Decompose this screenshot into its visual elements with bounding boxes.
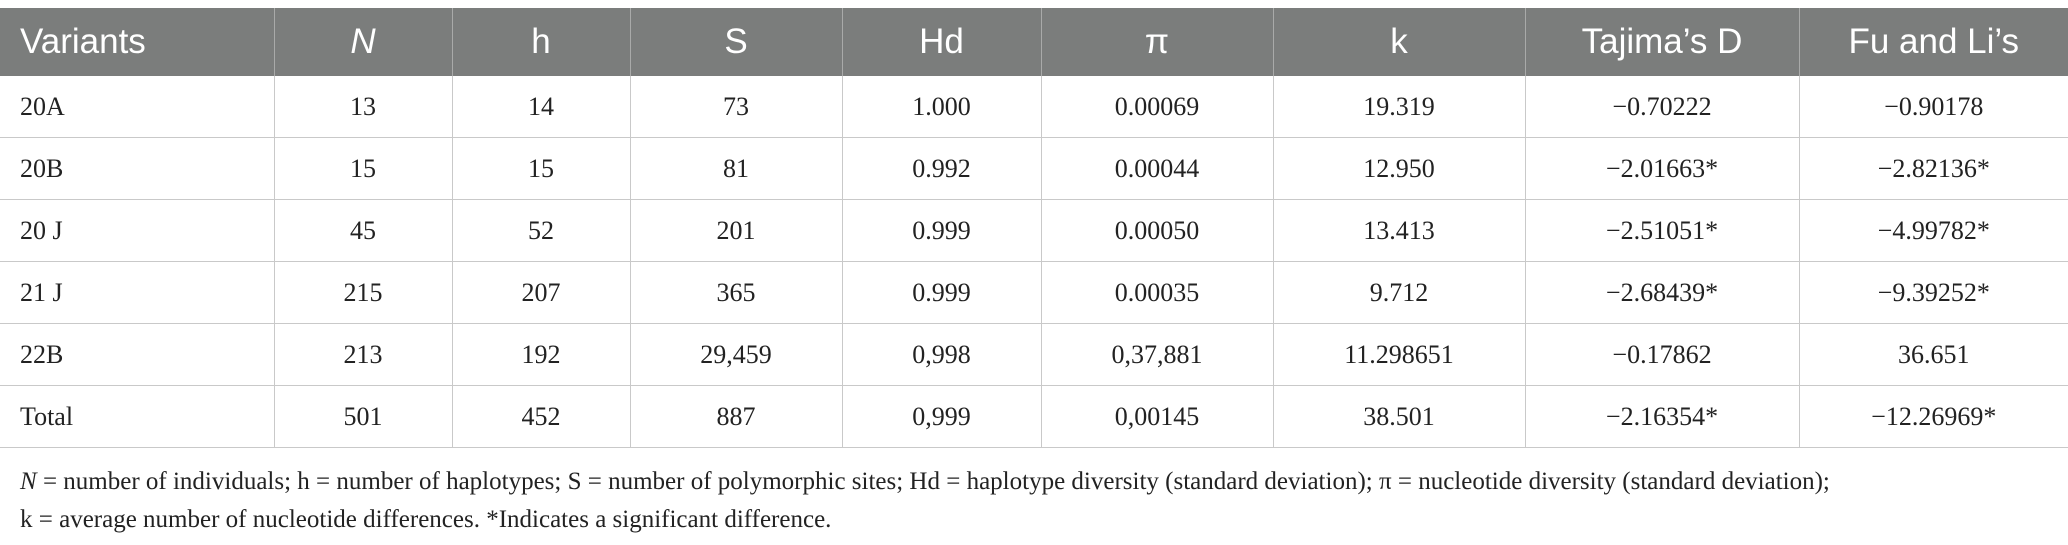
cell-hd: 0.992 [842,137,1042,200]
cell-h: 52 [452,199,631,262]
cell-n: 213 [274,323,453,386]
header-k: k [1273,8,1526,76]
cell-pi: 0.00035 [1041,261,1274,324]
cell-fu-and-lis: −12.26969* [1799,385,2068,448]
table-row: 21 J 215 207 365 0.999 0.00035 9.712 −2.… [0,261,2068,324]
cell-hd: 0.999 [842,199,1042,262]
cell-h: 207 [452,261,631,324]
cell-k: 11.298651 [1273,323,1526,386]
header-n: N [274,8,453,76]
header-h: h [452,8,631,76]
table-row: 20B 15 15 81 0.992 0.00044 12.950 −2.016… [0,137,2068,200]
cell-hd: 0.999 [842,261,1042,324]
footnote-n-symbol: N [20,468,37,495]
header-tajimas-d: Tajima’s D [1525,8,1800,76]
cell-hd: 0,999 [842,385,1042,448]
variants-table: Variants N h S Hd π k Tajima’s D Fu and … [0,8,2068,448]
table-row: 22B 213 192 29,459 0,998 0,37,881 11.298… [0,323,2068,386]
header-row: Variants N h S Hd π k Tajima’s D Fu and … [0,8,2068,76]
cell-tajimas-d: −0.17862 [1525,323,1800,386]
cell-hd: 0,998 [842,323,1042,386]
cell-pi: 0.00050 [1041,199,1274,262]
cell-fu-and-lis: −4.99782* [1799,199,2068,262]
cell-n: 501 [274,385,453,448]
cell-k: 12.950 [1273,137,1526,200]
cell-n: 45 [274,199,453,262]
cell-tajimas-d: −2.51051* [1525,199,1800,262]
cell-fu-and-lis: −2.82136* [1799,137,2068,200]
cell-tajimas-d: −2.16354* [1525,385,1800,448]
table-row: Total 501 452 887 0,999 0,00145 38.501 −… [0,385,2068,448]
footnote-line-2: k = average number of nucleotide differe… [20,506,832,533]
header-s: S [630,8,843,76]
table-row: 20 J 45 52 201 0.999 0.00050 13.413 −2.5… [0,199,2068,262]
footnote-line-1: N = number of individuals; h = number of… [20,463,2050,501]
cell-variant: Total [0,385,275,448]
cell-n: 15 [274,137,453,200]
cell-s: 201 [630,199,843,262]
header-fu-and-lis: Fu and Li’s [1799,8,2068,76]
cell-fu-and-lis: 36.651 [1799,323,2068,386]
table-row: 20A 13 14 73 1.000 0.00069 19.319 −0.702… [0,76,2068,138]
cell-fu-and-lis: −9.39252* [1799,261,2068,324]
cell-s: 81 [630,137,843,200]
cell-pi: 0.00044 [1041,137,1274,200]
cell-variant: 20 J [0,199,275,262]
cell-variant: 20B [0,137,275,200]
cell-variant: 22B [0,323,275,386]
cell-s: 73 [630,76,843,138]
cell-variant: 21 J [0,261,275,324]
footnote-line-1-text: = number of individuals; h = number of h… [36,468,1830,495]
header-pi: π [1041,8,1274,76]
cell-k: 13.413 [1273,199,1526,262]
cell-h: 452 [452,385,631,448]
cell-tajimas-d: −2.68439* [1525,261,1800,324]
header-variants: Variants [0,8,275,76]
cell-h: 192 [452,323,631,386]
cell-k: 9.712 [1273,261,1526,324]
cell-hd: 1.000 [842,76,1042,138]
cell-fu-and-lis: −0.90178 [1799,76,2068,138]
cell-n: 215 [274,261,453,324]
table-container: Variants N h S Hd π k Tajima’s D Fu and … [0,8,2068,448]
cell-pi: 0.00069 [1041,76,1274,138]
header-hd: Hd [842,8,1042,76]
cell-pi: 0,37,881 [1041,323,1274,386]
cell-tajimas-d: −2.01663* [1525,137,1800,200]
cell-tajimas-d: −0.70222 [1525,76,1800,138]
cell-h: 15 [452,137,631,200]
cell-k: 38.501 [1273,385,1526,448]
cell-pi: 0,00145 [1041,385,1274,448]
cell-s: 365 [630,261,843,324]
cell-h: 14 [452,76,631,138]
cell-variant: 20A [0,76,275,138]
cell-n: 13 [274,76,453,138]
cell-k: 19.319 [1273,76,1526,138]
cell-s: 887 [630,385,843,448]
table-footnote: N = number of individuals; h = number of… [20,463,2050,539]
cell-s: 29,459 [630,323,843,386]
